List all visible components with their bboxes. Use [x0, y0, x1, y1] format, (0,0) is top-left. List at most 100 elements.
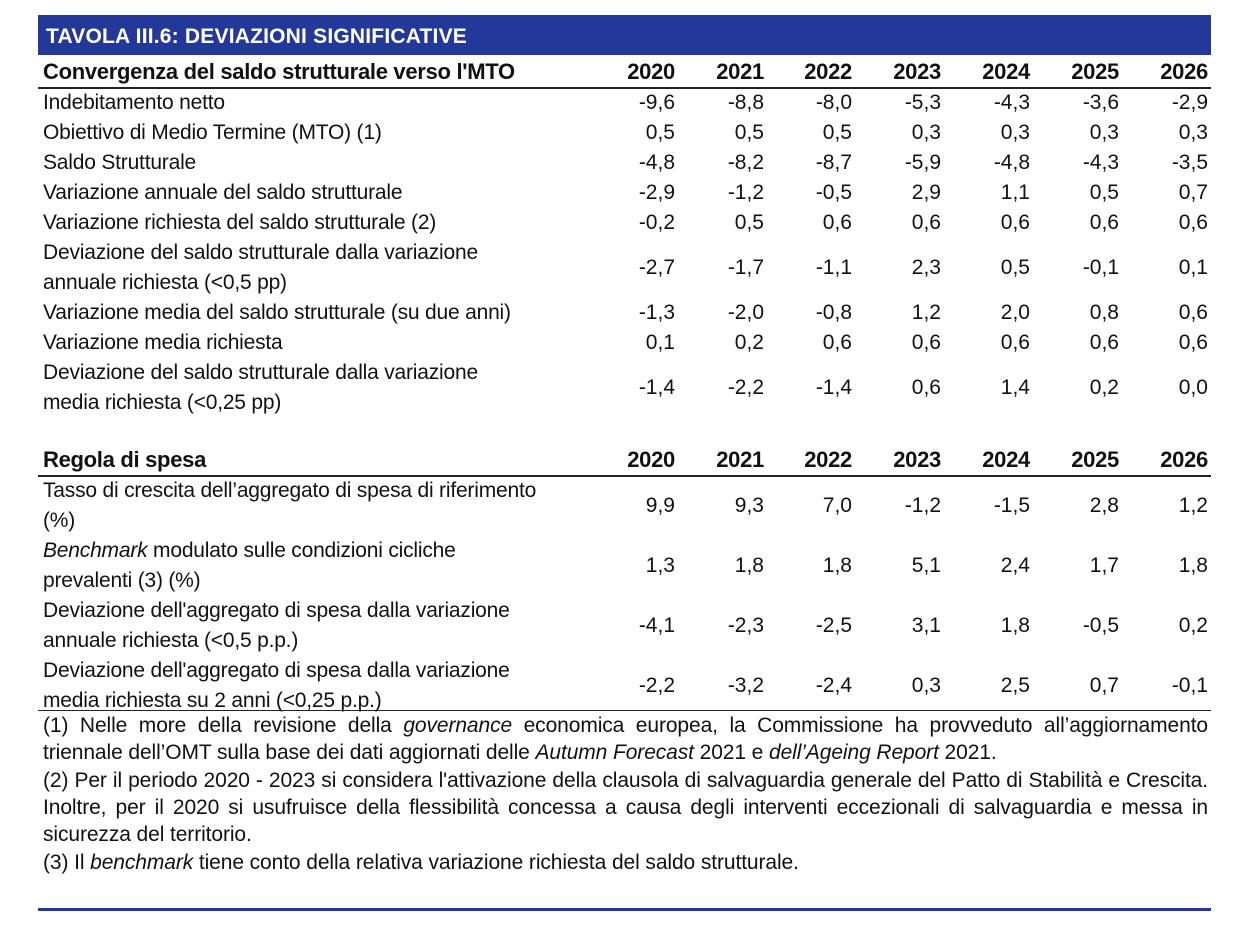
row-label: Indebitamento netto	[43, 91, 225, 114]
row-label: Benchmark modulato sulle condizioni cicl…	[43, 536, 588, 596]
cell-value: 0,2	[1089, 376, 1119, 399]
row-label-line2: (%)	[43, 509, 76, 532]
footnote-italic: benchmark	[90, 851, 194, 874]
table-row: Deviazione del saldo strutturale dalla v…	[38, 358, 1211, 418]
cell-value: 0,6	[1178, 301, 1208, 324]
section2-year: 2022	[804, 447, 852, 472]
cell-value: -2,7	[638, 256, 675, 279]
cell-value: -4,8	[638, 151, 675, 174]
row-label: Saldo Strutturale	[43, 151, 197, 174]
header-rule	[38, 475, 1211, 477]
cell-value: -2,3	[727, 614, 764, 637]
table-row: Variazione annuale del saldo strutturale…	[38, 178, 1211, 208]
cell-value: 0,3	[1178, 121, 1208, 144]
row-label-line1: Deviazione del saldo strutturale dalla v…	[43, 361, 478, 384]
cell-value: 0,5	[822, 121, 852, 144]
section1-year: 2026	[1160, 59, 1208, 84]
section2-year: 2026	[1160, 447, 1208, 472]
cell-value: 5,1	[911, 554, 941, 577]
cell-value: 3,1	[911, 614, 941, 637]
cell-value: -9,6	[638, 91, 675, 114]
footnote-3: (3) Il benchmark tiene conto della relat…	[43, 849, 1208, 876]
section2-year: 2020	[627, 447, 675, 472]
footnote-italic: Autumn Forecast	[535, 741, 694, 764]
cell-value: 0,7	[1089, 674, 1119, 697]
cell-value: -0,1	[1082, 256, 1119, 279]
cell-value: -1,2	[904, 494, 941, 517]
cell-value: -8,0	[815, 91, 852, 114]
footnotes: (1) Nelle more della revisione della gov…	[43, 712, 1208, 876]
footnote-text: 2021 e	[693, 741, 769, 764]
table-title: TAVOLA III.6: DEVIAZIONI SIGNIFICATIVE	[38, 15, 1211, 55]
cell-value: 0,2	[734, 331, 764, 354]
row-label-line2: media richiesta su 2 anni (<0,25 p.p.)	[43, 689, 382, 712]
section1-year: 2025	[1071, 59, 1119, 84]
row-label: Variazione annuale del saldo strutturale	[43, 181, 403, 204]
row-label-line1: Deviazione del saldo strutturale dalla v…	[43, 241, 478, 264]
section2-year: 2021	[716, 447, 764, 472]
cell-value: -1,2	[727, 181, 764, 204]
section2-header: Regola di spesa 2020 2021 2022 2023 2024…	[38, 443, 1211, 477]
cell-value: 1,8	[1178, 554, 1208, 577]
section2-heading: Regola di spesa	[43, 447, 207, 472]
row-label: Tasso di crescita dell’aggregato di spes…	[43, 476, 603, 536]
footnote-text: (1) Nelle more della revisione della	[43, 714, 404, 737]
table-row: Obiettivo di Medio Termine (MTO) (1) 0,5…	[38, 118, 1211, 148]
table-row: Variazione richiesta del saldo struttura…	[38, 208, 1211, 238]
cell-value: -2,4	[815, 674, 852, 697]
row-label-line2: prevalenti (3) (%)	[43, 569, 201, 592]
table-frame: TAVOLA III.6: DEVIAZIONI SIGNIFICATIVE C…	[38, 15, 1211, 911]
cell-value: -1,1	[815, 256, 852, 279]
section1-year: 2021	[716, 59, 764, 84]
cell-value: 0,1	[1178, 256, 1208, 279]
row-label: Variazione media del saldo strutturale (…	[43, 301, 511, 324]
cell-value: 1,8	[822, 554, 852, 577]
cell-value: 0,3	[911, 121, 941, 144]
cell-value: -2,2	[638, 674, 675, 697]
section2-year: 2025	[1071, 447, 1119, 472]
cell-value: 0,6	[911, 211, 941, 234]
cell-value: 2,0	[1000, 301, 1030, 324]
row-label-line2: media richiesta (<0,25 pp)	[43, 391, 282, 414]
cell-value: -0,5	[815, 181, 852, 204]
table-row: Deviazione del saldo strutturale dalla v…	[38, 238, 1211, 298]
footnote-italic: governance	[403, 714, 513, 737]
cell-value: -3,2	[727, 674, 764, 697]
row-label-line2: annuale richiesta (<0,5 p.p.)	[43, 629, 299, 652]
cell-value: -2,9	[638, 181, 675, 204]
row-label-italic: Benchmark	[43, 539, 148, 562]
footnote-italic: dell’Ageing Report	[769, 741, 939, 764]
cell-value: -5,3	[904, 91, 941, 114]
cell-value: 0,1	[645, 331, 675, 354]
cell-value: 0,6	[1089, 211, 1119, 234]
cell-value: -1,3	[638, 301, 675, 324]
cell-value: 0,6	[911, 331, 941, 354]
table-row: Indebitamento netto -9,6 -8,8 -8,0 -5,3 …	[38, 88, 1211, 118]
notes-rule	[38, 710, 1211, 711]
row-label: Deviazione dell'aggregato di spesa dalla…	[43, 596, 588, 656]
footnote-text: economica europea, la Commissione ha pro…	[43, 714, 1209, 764]
cell-value: 1,3	[645, 554, 675, 577]
cell-value: -8,2	[727, 151, 764, 174]
cell-value: 0,5	[734, 121, 764, 144]
cell-value: -2,9	[1171, 91, 1208, 114]
table-row: Benchmark modulato sulle condizioni cicl…	[38, 536, 1211, 596]
cell-value: 1,2	[911, 301, 941, 324]
section2-year: 2023	[893, 447, 941, 472]
cell-value: 2,3	[911, 256, 941, 279]
cell-value: 1,8	[1000, 614, 1030, 637]
cell-value: 2,9	[911, 181, 941, 204]
footnote-1: (1) Nelle more della revisione della gov…	[43, 712, 1208, 766]
row-label: Deviazione del saldo strutturale dalla v…	[43, 238, 588, 298]
cell-value: 0,6	[1178, 211, 1208, 234]
table-row: Deviazione dell'aggregato di spesa dalla…	[38, 656, 1211, 716]
cell-value: 0,6	[911, 376, 941, 399]
cell-value: 1,2	[1178, 494, 1208, 517]
cell-value: 0,6	[1178, 331, 1208, 354]
table-row: Saldo Strutturale -4,8 -8,2 -8,7 -5,9 -4…	[38, 148, 1211, 178]
row-label-line2: annuale richiesta (<0,5 pp)	[43, 271, 287, 294]
cell-value: 9,9	[645, 494, 675, 517]
cell-value: 0,2	[1178, 614, 1208, 637]
section1-header: Convergenza del saldo strutturale verso …	[38, 55, 1211, 89]
cell-value: -0,2	[638, 211, 675, 234]
